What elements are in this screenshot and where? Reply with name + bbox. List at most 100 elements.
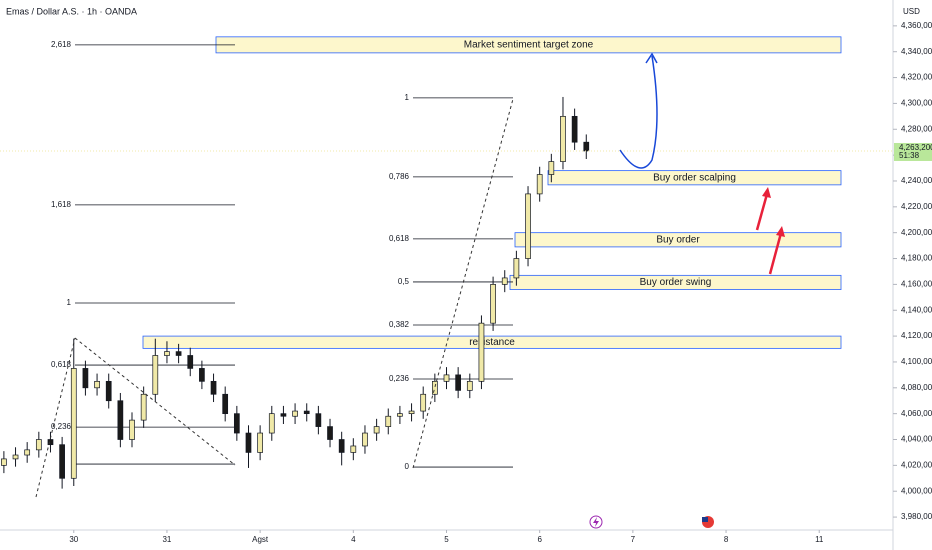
- fib-label: 0,382: [389, 320, 410, 329]
- candle-body: [338, 439, 345, 453]
- candle-body: [152, 355, 159, 395]
- candle-body: [571, 115, 578, 143]
- candle-body: [501, 277, 508, 285]
- y-tick-label: 4,000,000: [901, 486, 932, 495]
- candle-body: [47, 439, 54, 446]
- zone-label: Buy order swing: [640, 277, 712, 288]
- fib-label: 1,618: [51, 200, 72, 209]
- candle-body: [292, 410, 298, 417]
- candle-body: [24, 449, 31, 456]
- fib-label: 0,618: [51, 360, 72, 369]
- y-tick-label: 4,180,000: [901, 254, 932, 263]
- candle-body: [408, 410, 415, 415]
- zone: [547, 170, 842, 186]
- plot: 4,360,000 4,340,000 4,320,000 4,300,000 4,28…: [0, 21, 932, 544]
- y-tick-label: 4,340,000: [901, 47, 932, 56]
- candle-body: [548, 161, 555, 175]
- candle-body: [175, 351, 182, 356]
- candle-body: [12, 454, 19, 460]
- y-tick-label: 4,220,000: [901, 202, 932, 211]
- candle-body: [443, 374, 450, 382]
- candle-body: [513, 258, 520, 279]
- candle-body: [397, 413, 403, 417]
- y-tick-label: 4,320,000: [901, 73, 932, 82]
- candle-body: [94, 380, 100, 389]
- flag-canton: [702, 517, 708, 522]
- y-tick-label: 4,060,000: [901, 409, 932, 418]
- candle-body: [222, 393, 229, 415]
- y-tick-label: 4,100,000: [901, 357, 932, 366]
- candle-body: [35, 439, 42, 451]
- candle-body: [257, 432, 263, 453]
- y-tick-label: 4,140,000: [901, 305, 932, 314]
- projection-arrow: [619, 55, 658, 169]
- event-icon-bolt: [593, 517, 599, 527]
- arrow-head: [645, 52, 658, 64]
- candle-body: [490, 284, 496, 324]
- x-tick-label: 8: [724, 535, 729, 544]
- candle-body: [245, 432, 252, 453]
- candle-body: [362, 432, 368, 447]
- candle-body: [82, 368, 89, 389]
- candle-body: [59, 444, 65, 479]
- fib-label: 0,236: [51, 422, 72, 431]
- candle-body: [420, 393, 427, 412]
- zone-label: Buy order scalping: [653, 172, 736, 183]
- candle-body: [164, 351, 170, 356]
- candle-body: [560, 115, 566, 162]
- y-tick-label: 3,980,000: [901, 512, 932, 521]
- y-tick-label: 4,240,000: [901, 176, 932, 185]
- x-tick-label: 30: [69, 535, 78, 544]
- candle-body: [432, 380, 438, 395]
- currency: USD: [903, 7, 920, 16]
- x-tick-label: 4: [351, 535, 356, 544]
- red-arrow: [768, 232, 783, 275]
- fib-label: 0,618: [389, 234, 410, 243]
- candle-body: [583, 141, 590, 152]
- x-tick-label: 31: [162, 535, 171, 544]
- arrow-head: [776, 226, 785, 237]
- candle-body: [117, 400, 124, 440]
- x-tick-label: 11: [815, 535, 824, 544]
- candle-body: [140, 393, 147, 421]
- candle-body: [478, 322, 485, 382]
- zone-label: Buy order: [656, 234, 700, 245]
- y-tick-label: 4,300,000: [901, 99, 932, 108]
- y-tick-label: 4,120,000: [901, 331, 932, 340]
- candle-body: [536, 174, 543, 195]
- zone-label: Market sentiment target zone: [464, 39, 594, 50]
- candle-body: [199, 368, 205, 382]
- zone: [509, 274, 842, 290]
- candle-body: [280, 413, 287, 417]
- x-tick-label: 6: [537, 535, 542, 544]
- candle-body: [385, 415, 392, 427]
- candle-body: [315, 413, 322, 427]
- candle-body: [105, 380, 112, 402]
- candle-body: [373, 426, 380, 434]
- candle-body: [129, 419, 135, 440]
- fib-label: 0,5: [398, 277, 410, 286]
- candle-body: [268, 413, 275, 434]
- y-tick-label: 4,040,000: [901, 435, 932, 444]
- candle-body: [327, 426, 333, 440]
- y-tick-label: 4,160,000: [901, 279, 932, 288]
- fib-label: 0,786: [389, 172, 410, 181]
- arrow-head: [762, 187, 771, 198]
- fib-anchor-line: [412, 98, 514, 469]
- current-price-label: 4,263,200: [899, 143, 932, 152]
- x-tick-label: Agst: [252, 535, 269, 544]
- candle-body: [466, 380, 473, 391]
- candle-body: [70, 368, 77, 479]
- candle-body: [303, 410, 310, 415]
- zone: [514, 232, 842, 248]
- y-tick-label: 4,200,000: [901, 228, 932, 237]
- current-price-box: [894, 142, 932, 161]
- y-tick-label: 4,020,000: [901, 460, 932, 469]
- fib-label: 0: [405, 462, 410, 471]
- current-price-timer: 51:38: [899, 151, 920, 160]
- zone: [142, 335, 842, 349]
- y-tick-label: 4,280,000: [901, 124, 932, 133]
- zone-label: resistance: [469, 337, 515, 348]
